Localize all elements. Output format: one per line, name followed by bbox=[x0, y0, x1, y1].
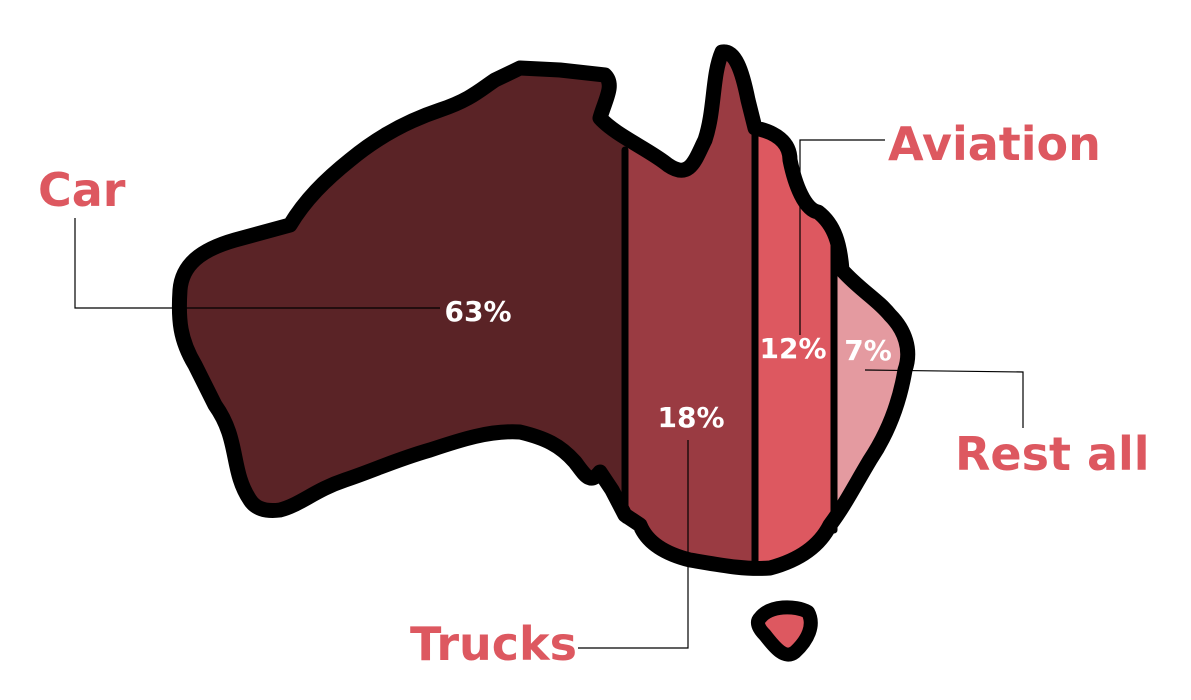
value-label-rest-all: 7% bbox=[844, 334, 892, 367]
value-label-car: 63% bbox=[444, 295, 511, 328]
leader-line-trucks bbox=[578, 440, 689, 649]
leader-line-aviation bbox=[799, 139, 885, 335]
leader-line-rest-all bbox=[864, 369, 1024, 428]
region-trucks bbox=[625, 51, 755, 569]
category-labels: Car Trucks Aviation Rest all bbox=[38, 117, 1150, 671]
category-label-car: Car bbox=[38, 163, 126, 217]
region-car bbox=[179, 51, 625, 569]
value-label-trucks: 18% bbox=[657, 401, 724, 434]
value-labels: 63% 18% 12% 7% bbox=[444, 295, 891, 434]
region-aviation bbox=[755, 51, 833, 569]
category-label-trucks: Trucks bbox=[410, 617, 577, 671]
region-dividers bbox=[621, 116, 838, 574]
category-label-rest-all: Rest all bbox=[955, 427, 1150, 481]
value-label-aviation: 12% bbox=[759, 332, 826, 365]
tasmania-island bbox=[750, 600, 818, 662]
leader-lines bbox=[74, 139, 1024, 649]
category-label-aviation: Aviation bbox=[888, 117, 1101, 171]
leader-line-car bbox=[74, 218, 440, 309]
